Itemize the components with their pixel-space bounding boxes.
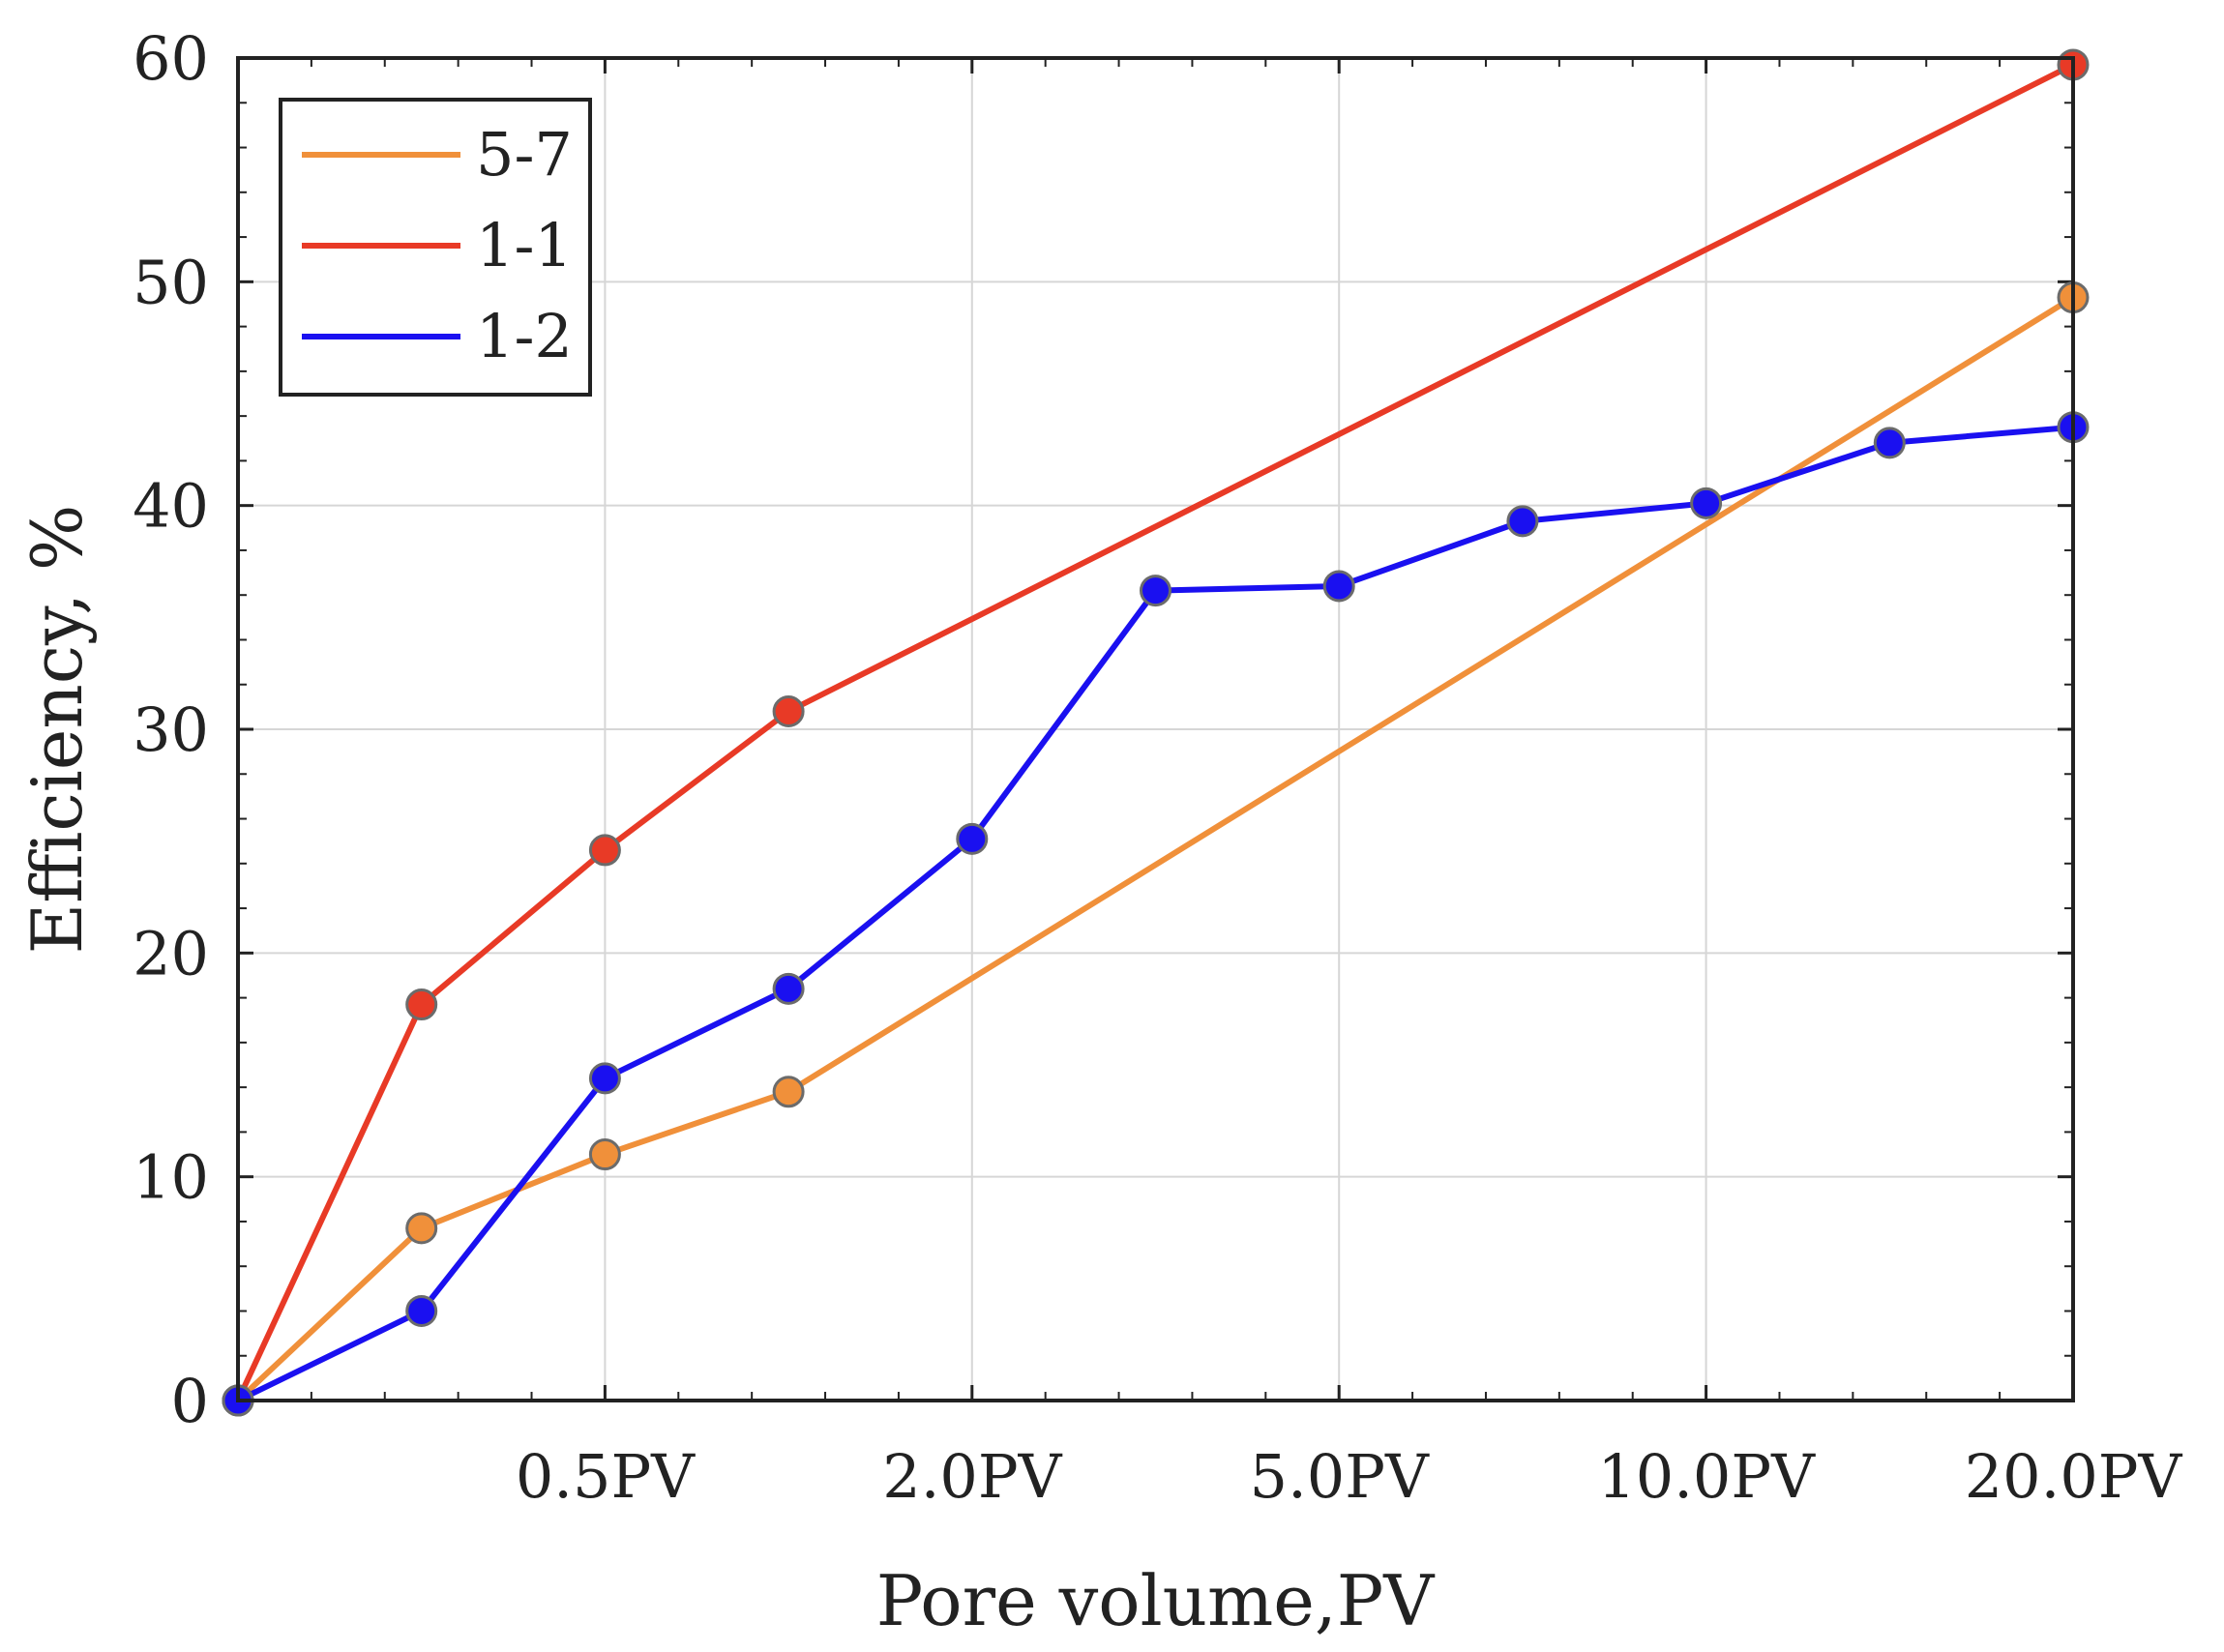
x-tick-label: 5.0PV <box>1250 1441 1430 1512</box>
y-axis-label: Efficiency, % <box>16 505 98 955</box>
data-point-1-2 <box>1140 575 1171 607</box>
data-point-5-7 <box>772 1076 805 1108</box>
legend-label-1-1: 1-1 <box>476 210 573 280</box>
y-tick-label: 40 <box>133 471 209 542</box>
y-tick-label: 10 <box>133 1142 209 1213</box>
legend: 5-7 1-1 1-2 <box>279 98 592 397</box>
data-point-5-7 <box>588 1138 621 1171</box>
data-point-5-7 <box>405 1212 438 1245</box>
y-tick-label: 50 <box>133 247 209 317</box>
y-tick-label: 0 <box>171 1366 209 1436</box>
x-tick-label: 20.0PV <box>1965 1441 2183 1512</box>
series-markers <box>222 48 2090 1417</box>
y-tick-label: 30 <box>133 694 209 765</box>
legend-label-5-7: 5-7 <box>476 119 573 190</box>
x-tick-label: 2.0PV <box>882 1441 1062 1512</box>
data-point-1-2 <box>1506 505 1539 538</box>
data-point-1-2 <box>772 972 805 1005</box>
data-point-1-2 <box>588 1062 621 1095</box>
plot-area-frame <box>236 56 2075 1402</box>
data-point-1-2 <box>1690 487 1723 519</box>
data-point-1-2 <box>1322 570 1355 603</box>
x-tick-label: 10.0PV <box>1597 1441 1816 1512</box>
data-point-1-2 <box>956 822 989 855</box>
data-point-1-2 <box>405 1294 438 1327</box>
y-axis-tick-labels: 0 10 20 30 40 50 60 <box>133 23 209 1436</box>
grid <box>238 57 2074 1401</box>
x-axis-tick-labels: 0.5PV 2.0PV 5.0PV 10.0PV 20.0PV <box>516 1441 2183 1512</box>
legend-entries: 5-7 1-1 1-2 <box>302 119 573 371</box>
data-point-1-2 <box>1873 427 1906 459</box>
data-point-1-1 <box>772 694 805 727</box>
legend-label-1-2: 1-2 <box>476 301 573 371</box>
y-tick-label: 60 <box>133 23 209 94</box>
x-tick-label: 0.5PV <box>516 1441 696 1512</box>
data-point-1-1 <box>405 988 438 1021</box>
y-tick-label: 20 <box>133 918 209 988</box>
data-point-1-1 <box>588 834 621 867</box>
x-axis-label: Pore volume,PV <box>876 1560 1436 1641</box>
